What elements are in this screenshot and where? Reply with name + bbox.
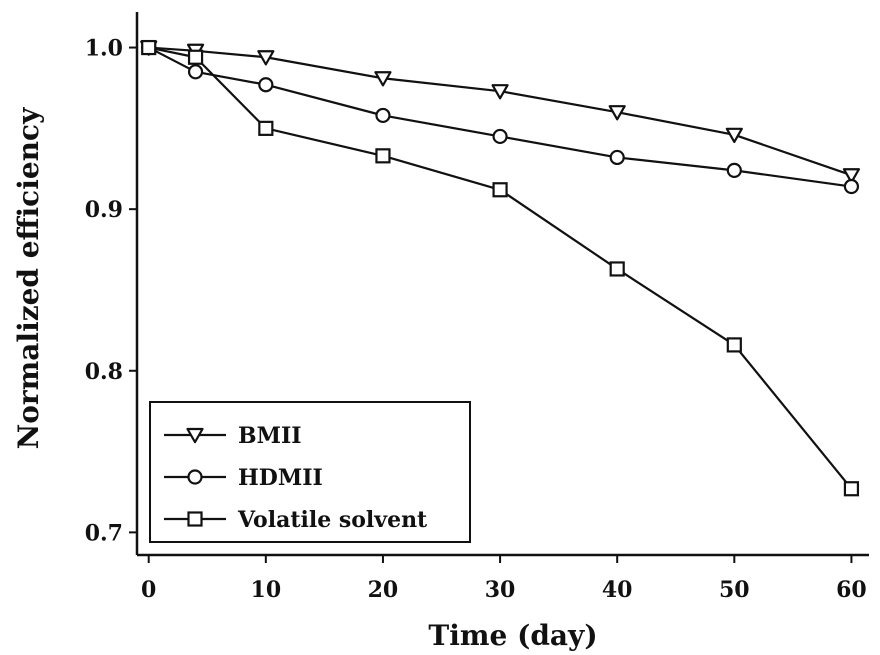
series-layer: [140, 39, 861, 497]
legend-marker: [186, 427, 204, 444]
data-point: [492, 128, 508, 145]
y-tick-label: 1.0: [85, 36, 123, 62]
data-point: [608, 105, 626, 121]
data-point: [187, 49, 204, 65]
data-point: [141, 39, 157, 56]
y-tick-label: 0.8: [85, 359, 123, 385]
legend-marker: [187, 511, 203, 527]
legend-entry-label: HDMII: [238, 465, 323, 491]
legend: BMII HDMII Volatile solvent: [149, 401, 471, 543]
data-point: [258, 77, 274, 93]
axes: 0.7 0.8 0.9 1.0 0 10 20 30 40 50 60: [85, 12, 869, 603]
data-point: [843, 178, 860, 195]
series-1: [141, 39, 860, 195]
y-tick-label: 0.9: [85, 197, 123, 223]
legend-entry-label: Volatile solvent: [237, 507, 428, 533]
x-axis-title: Time (day): [428, 619, 597, 652]
data-point: [491, 84, 509, 100]
x-tick-label: 30: [485, 577, 516, 603]
data-point: [258, 120, 274, 136]
data-point: [726, 337, 742, 353]
data-point: [257, 50, 275, 66]
legend-entry-label: BMII: [238, 423, 302, 449]
x-tick-label: 10: [251, 577, 282, 603]
legend-marker: [187, 469, 203, 485]
data-point: [725, 127, 743, 144]
data-point: [609, 149, 625, 166]
data-point: [726, 162, 742, 178]
series-line: [148, 46, 852, 188]
y-axis-title: Normalized efficiency: [12, 107, 45, 449]
x-tick-label: 20: [368, 577, 399, 603]
series-2: [141, 39, 860, 497]
data-point: [843, 481, 860, 497]
x-tick-label: 40: [602, 577, 633, 603]
data-point: [842, 168, 861, 184]
series-line: [148, 46, 852, 177]
x-tick-label: 0: [141, 577, 156, 603]
data-point: [609, 261, 625, 277]
data-point: [492, 182, 508, 198]
x-tick-label: 60: [836, 577, 867, 603]
data-point: [374, 71, 392, 87]
data-point: [375, 107, 391, 124]
series-line: [148, 46, 853, 490]
data-point: [187, 64, 204, 80]
data-point: [375, 148, 391, 164]
y-tick-label: 0.7: [85, 520, 123, 546]
x-tick-label: 50: [719, 577, 750, 603]
